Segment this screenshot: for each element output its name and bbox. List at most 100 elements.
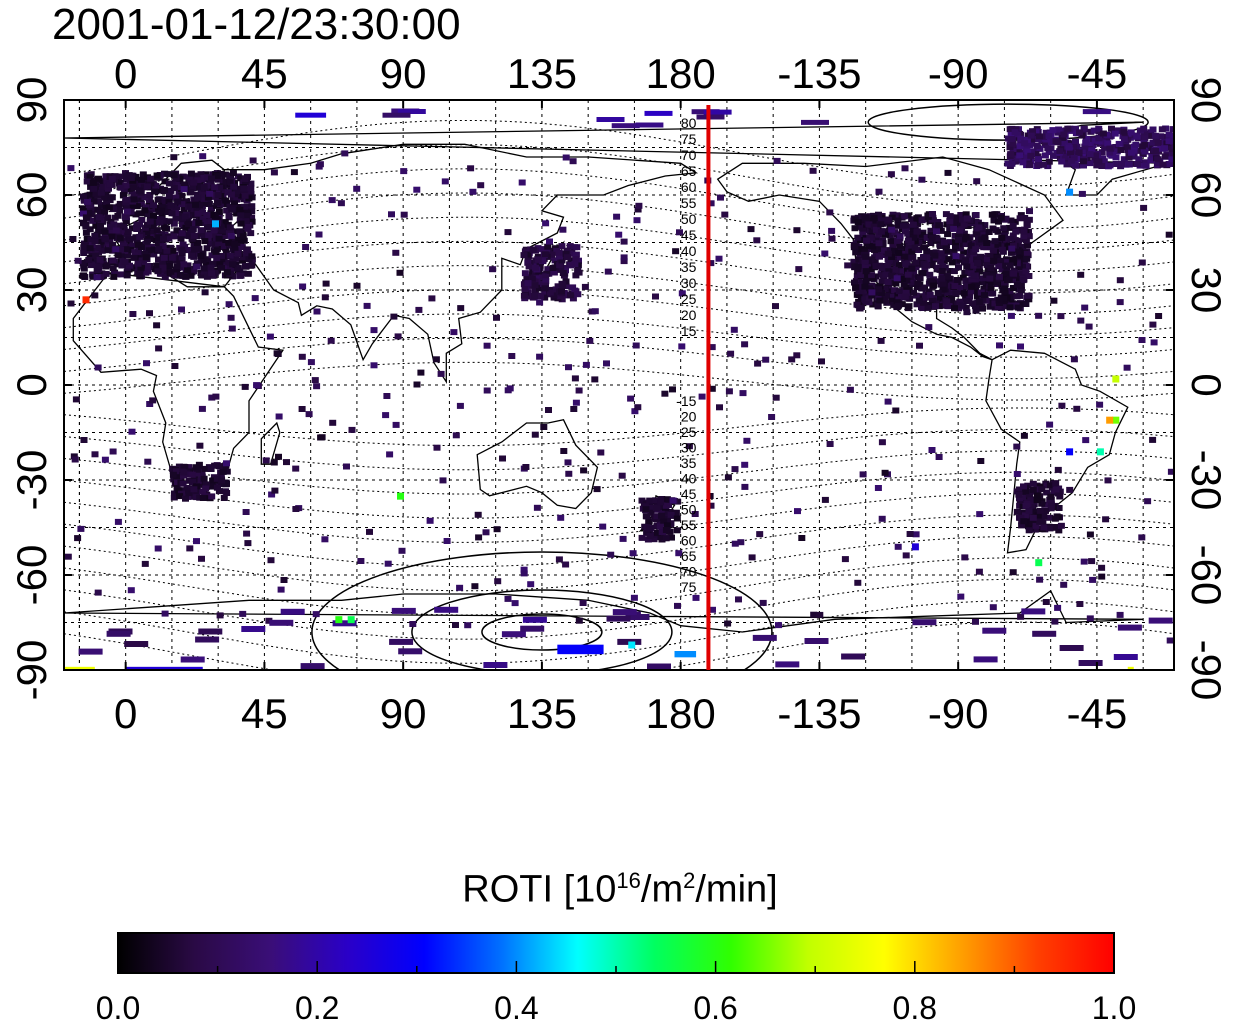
roti-cell bbox=[248, 253, 256, 260]
roti-cell bbox=[861, 262, 869, 269]
roti-cell bbox=[280, 577, 288, 583]
roti-cell bbox=[133, 203, 141, 210]
roti-cell bbox=[88, 262, 95, 269]
roti-cell bbox=[994, 253, 1002, 260]
roti-hotspot bbox=[1112, 375, 1120, 383]
roti-cell bbox=[872, 263, 880, 269]
roti-cell bbox=[1098, 163, 1106, 169]
roti-cell bbox=[1011, 218, 1019, 225]
lat-label-right: -60 bbox=[1183, 545, 1230, 606]
roti-cell bbox=[196, 202, 204, 209]
roti-cell bbox=[673, 527, 681, 534]
roti-cell bbox=[963, 298, 971, 305]
roti-cell bbox=[1016, 252, 1024, 259]
lon-label-top: 0 bbox=[114, 50, 137, 97]
roti-cell bbox=[156, 187, 164, 194]
roti-cell bbox=[1088, 147, 1096, 154]
roti-cell bbox=[200, 475, 208, 482]
roti-cell bbox=[136, 187, 143, 194]
roti-cell bbox=[988, 211, 996, 218]
roti-cell bbox=[844, 262, 852, 269]
roti-cell bbox=[181, 213, 189, 220]
roti-cell bbox=[1000, 295, 1008, 302]
roti-cell bbox=[939, 286, 947, 293]
roti-cell bbox=[904, 230, 912, 237]
roti-cell bbox=[672, 509, 680, 516]
roti-cell bbox=[1009, 569, 1017, 576]
lat-label-right: 90 bbox=[1183, 77, 1230, 124]
roti-cell bbox=[1007, 235, 1015, 242]
roti-cell bbox=[990, 257, 998, 264]
roti-cell bbox=[918, 304, 925, 311]
roti-cell bbox=[194, 478, 202, 484]
roti-cell bbox=[244, 270, 252, 277]
roti-cell bbox=[251, 295, 259, 302]
roti-cell bbox=[227, 191, 235, 198]
roti-cell bbox=[1075, 149, 1083, 156]
roti-cell bbox=[542, 273, 550, 280]
roti-cell bbox=[872, 289, 880, 296]
roti-cell bbox=[115, 222, 122, 229]
contour-line bbox=[64, 493, 1174, 543]
roti-cell bbox=[909, 279, 917, 286]
roti-cell bbox=[971, 240, 979, 247]
roti-cell bbox=[101, 456, 109, 463]
roti-cell bbox=[169, 471, 177, 478]
roti-cell bbox=[234, 264, 242, 271]
roti-cell bbox=[524, 280, 532, 287]
roti-cell bbox=[1042, 599, 1050, 605]
roti-cell bbox=[1007, 217, 1015, 224]
roti-cell bbox=[111, 270, 118, 277]
roti-cell bbox=[964, 277, 972, 284]
roti-cell bbox=[978, 303, 986, 310]
roti-cell bbox=[1159, 161, 1167, 168]
roti-cell bbox=[520, 566, 528, 573]
roti-cell bbox=[107, 194, 115, 201]
roti-cell bbox=[1089, 141, 1097, 148]
roti-cell bbox=[222, 178, 230, 185]
roti-cell bbox=[102, 173, 110, 180]
roti-cell bbox=[925, 288, 933, 295]
roti-cell bbox=[854, 234, 862, 241]
contour-label: 65 bbox=[681, 163, 697, 179]
roti-cell bbox=[1001, 285, 1009, 292]
roti-cell bbox=[231, 241, 239, 248]
roti-cell bbox=[165, 180, 173, 187]
roti-cell bbox=[95, 175, 102, 182]
roti-cell bbox=[211, 184, 219, 191]
roti-cell bbox=[213, 254, 221, 261]
roti-cell bbox=[1017, 270, 1025, 277]
roti-cell bbox=[215, 235, 223, 242]
roti-cell bbox=[566, 292, 574, 299]
roti-cell bbox=[198, 555, 205, 562]
roti-cell bbox=[1060, 140, 1068, 147]
roti-cell bbox=[475, 534, 483, 541]
roti-cell bbox=[384, 560, 392, 567]
roti-cell bbox=[1080, 558, 1088, 565]
roti-cell bbox=[1157, 145, 1165, 152]
roti-cell bbox=[886, 247, 894, 254]
colorbar-tick-label: 0.4 bbox=[494, 990, 539, 1026]
roti-cell bbox=[809, 167, 817, 174]
roti-strip bbox=[520, 625, 545, 632]
roti-cell bbox=[116, 235, 124, 242]
roti-cell bbox=[1008, 160, 1016, 167]
roti-cell bbox=[692, 594, 700, 601]
roti-cell bbox=[223, 468, 231, 475]
roti-cell bbox=[863, 240, 871, 247]
roti-cell bbox=[646, 505, 654, 511]
roti-cell bbox=[997, 214, 1005, 221]
roti-cell bbox=[199, 210, 207, 216]
roti-cell bbox=[980, 279, 987, 286]
roti-cell bbox=[565, 364, 572, 371]
roti-cell bbox=[337, 200, 345, 207]
roti-cell bbox=[1135, 156, 1143, 163]
roti-cell bbox=[560, 448, 568, 454]
roti-cell bbox=[1006, 262, 1014, 269]
contour-line bbox=[64, 471, 1174, 519]
roti-cell bbox=[1005, 224, 1013, 231]
roti-cell bbox=[828, 227, 836, 234]
roti-cell bbox=[634, 206, 642, 213]
roti-cell bbox=[707, 200, 715, 207]
roti-cell bbox=[464, 622, 472, 629]
